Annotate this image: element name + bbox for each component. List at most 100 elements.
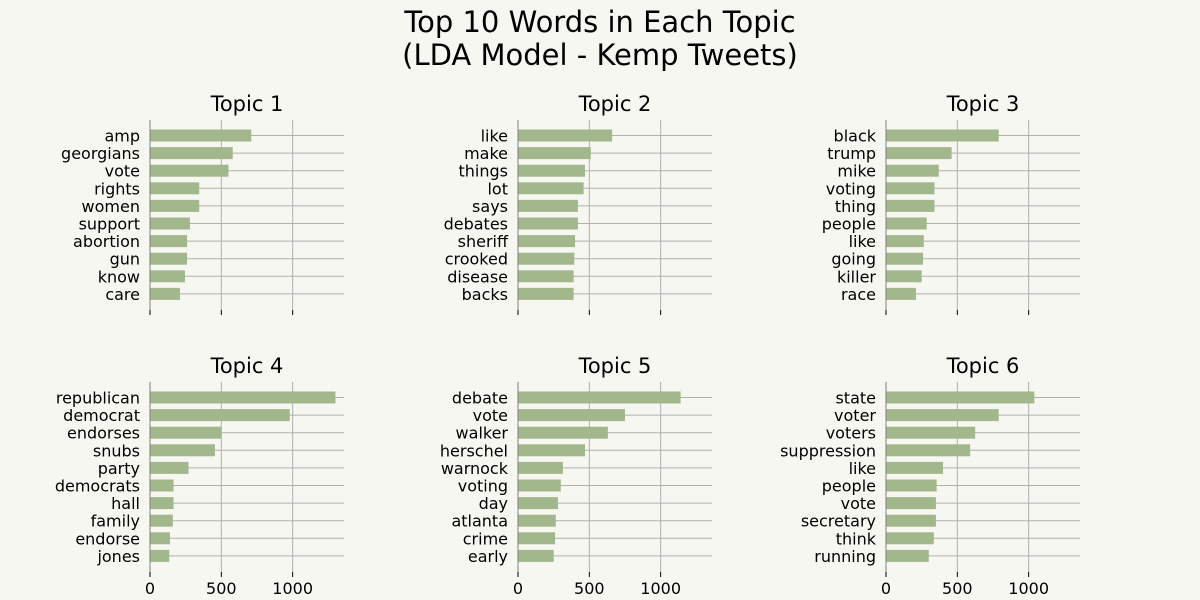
bar — [150, 549, 170, 562]
y-tick-label: warnock — [441, 459, 509, 478]
panel-title: Topic 1 — [210, 92, 284, 116]
bar — [150, 514, 173, 527]
y-tick-label: like — [849, 232, 876, 251]
bar — [518, 409, 625, 422]
y-tick-label: thing — [835, 197, 876, 216]
topic-panel: Topic 4 republicandemocratendorsessnubspa… — [55, 354, 344, 598]
bar — [518, 287, 574, 300]
y-tick-label: crooked — [445, 250, 508, 269]
y-tick-label: black — [834, 127, 877, 146]
bar — [518, 391, 681, 404]
y-tick-label: jones — [96, 547, 140, 566]
bar — [150, 235, 188, 248]
y-tick-label: vote — [473, 406, 508, 425]
y-tick-label: democrats — [55, 477, 140, 496]
bar — [886, 426, 976, 439]
figure-title: Top 10 Words in Each Topic (LDA Model - … — [0, 6, 1200, 72]
bar — [150, 199, 200, 212]
x-tick-label: 0 — [145, 579, 155, 598]
y-tick-label: like — [481, 127, 508, 146]
bar — [886, 164, 939, 177]
y-tick-label: things — [459, 162, 509, 181]
bar — [150, 147, 233, 160]
bar — [150, 461, 189, 474]
bar — [150, 182, 200, 195]
bar — [518, 479, 561, 492]
y-tick-label: state — [835, 389, 876, 408]
bar — [886, 444, 971, 457]
y-tick-label: debate — [452, 389, 508, 408]
figure-title-line-1: Top 10 Words in Each Topic — [404, 5, 796, 39]
x-tick-label: 0 — [881, 579, 891, 598]
bar — [886, 479, 937, 492]
bar — [518, 217, 578, 230]
y-tick-label: snubs — [93, 441, 140, 460]
bar — [518, 497, 558, 510]
topic-panel: Topic 5 debatevotewalkerherschelwarnockvo… — [440, 354, 712, 598]
bar — [518, 252, 575, 265]
y-tick-label: debates — [444, 215, 508, 234]
bar — [150, 532, 170, 545]
y-tick-label: voting — [458, 477, 508, 496]
y-tick-label: democrat — [63, 406, 140, 425]
y-tick-label: voter — [834, 406, 876, 425]
bar — [886, 461, 944, 474]
x-tick-label: 1000 — [640, 579, 681, 598]
y-tick-label: republican — [56, 389, 140, 408]
y-tick-label: voters — [826, 424, 876, 443]
bar — [886, 270, 922, 283]
y-tick-label: women — [82, 197, 140, 216]
y-tick-label: crime — [463, 529, 508, 548]
bar — [886, 514, 936, 527]
bar — [518, 532, 556, 545]
y-tick-label: disease — [447, 267, 508, 286]
y-tick-label: race — [841, 285, 876, 304]
bar — [886, 129, 999, 142]
topic-panel: Topic 6 statevotervoterssuppressionlikepe… — [780, 354, 1080, 598]
y-tick-label: georgians — [61, 144, 140, 163]
y-tick-label: people — [822, 215, 876, 234]
bar — [518, 426, 608, 439]
y-tick-label: endorse — [75, 529, 140, 548]
bar — [150, 409, 290, 422]
y-tick-label: lot — [487, 179, 508, 198]
bar — [886, 409, 999, 422]
y-tick-label: gun — [110, 250, 140, 269]
bar — [518, 514, 556, 527]
y-tick-label: know — [98, 267, 140, 286]
x-tick-label: 0 — [513, 579, 523, 598]
y-tick-label: running — [814, 547, 876, 566]
x-tick-label: 1000 — [272, 579, 313, 598]
bar — [150, 129, 252, 142]
bar — [886, 147, 952, 160]
figure-title-line-2: (LDA Model - Kemp Tweets) — [402, 38, 798, 72]
y-tick-label: abortion — [73, 232, 140, 251]
x-tick-label: 1000 — [1008, 579, 1049, 598]
bar — [886, 252, 924, 265]
bar — [150, 164, 229, 177]
bar — [518, 549, 554, 562]
bar — [518, 235, 576, 248]
y-tick-label: day — [479, 494, 508, 513]
x-tick-label: 500 — [206, 579, 237, 598]
y-tick-label: says — [472, 197, 508, 216]
y-tick-label: hall — [111, 494, 140, 513]
bar — [518, 164, 586, 177]
bar — [150, 391, 336, 404]
y-tick-label: support — [79, 215, 140, 234]
bar — [150, 426, 222, 439]
y-tick-label: mike — [837, 162, 876, 181]
bar — [518, 129, 613, 142]
y-tick-label: vote — [105, 162, 140, 181]
panel-title: Topic 4 — [210, 354, 284, 378]
y-tick-label: family — [91, 512, 140, 531]
bar — [518, 461, 563, 474]
bar — [150, 479, 174, 492]
bar — [886, 182, 935, 195]
bar — [150, 270, 185, 283]
y-tick-label: killer — [837, 267, 876, 286]
y-tick-label: make — [464, 144, 508, 163]
y-tick-label: herschel — [440, 441, 508, 460]
